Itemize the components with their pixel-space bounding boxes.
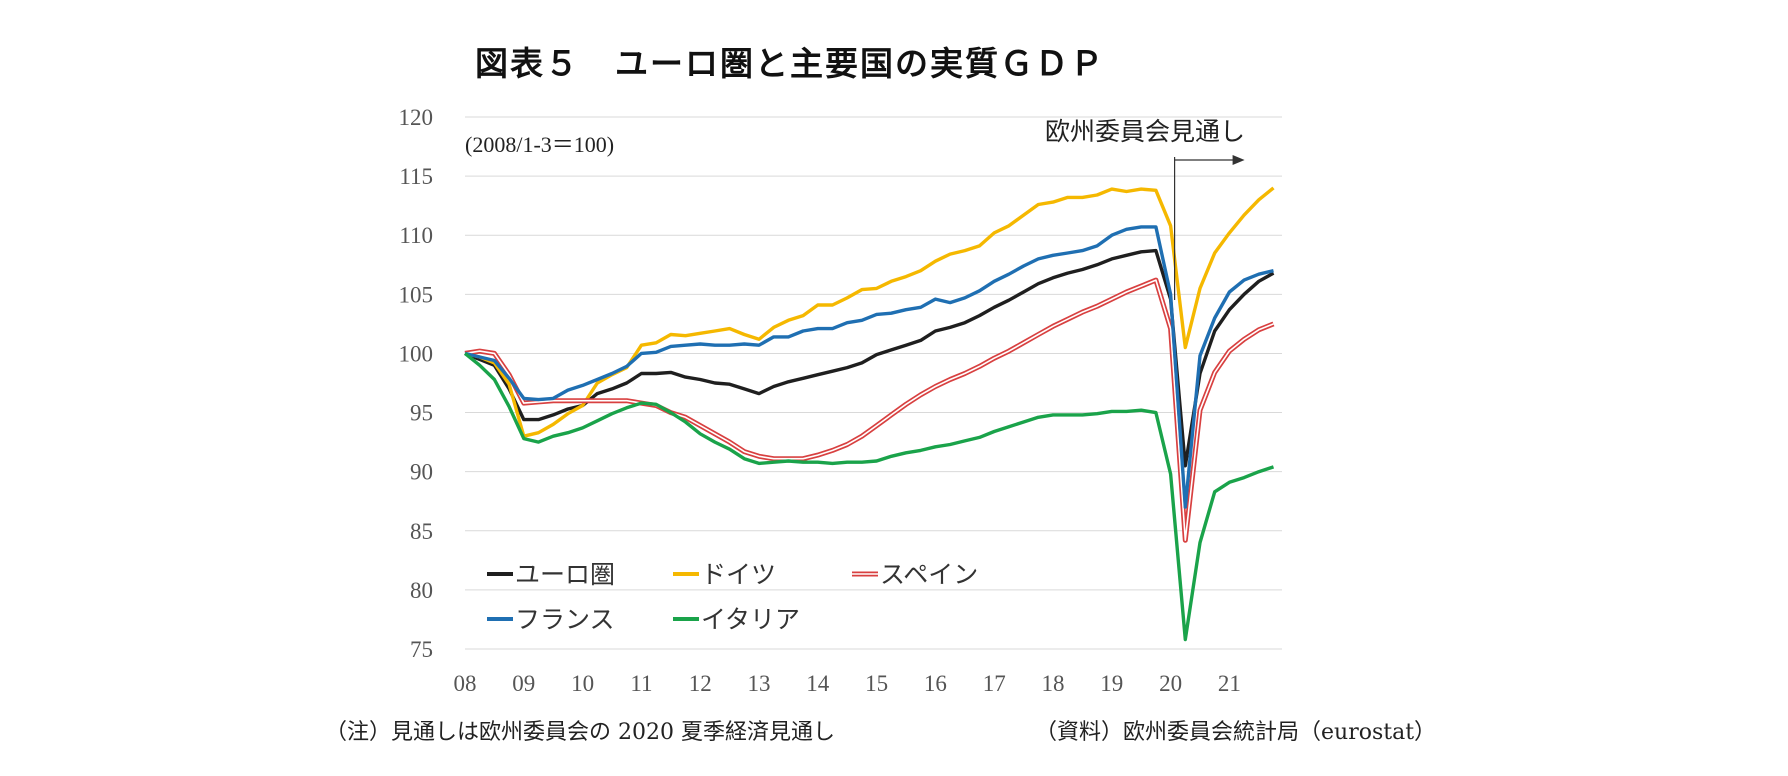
x-tick-label: 21	[1218, 671, 1241, 696]
y-tick-label: 115	[399, 164, 433, 189]
series-line-1	[464, 186, 1275, 438]
y-tick-label: 85	[410, 519, 433, 544]
y-tick-label: 120	[399, 105, 434, 130]
x-tick-label: 11	[630, 671, 652, 696]
legend-label: ユーロ圏	[515, 560, 615, 589]
series-lines	[463, 186, 1275, 642]
legend-label: フランス	[515, 605, 615, 634]
x-tick-label: 10	[571, 671, 594, 696]
x-tick-label: 17	[983, 671, 1006, 696]
x-tick-label: 18	[1042, 671, 1065, 696]
forecast-annotation-label: 欧州委員会見通し	[1045, 117, 1245, 146]
x-tick-label: 19	[1100, 671, 1123, 696]
x-tick-label: 14	[806, 671, 830, 696]
footnote-source: （資料）欧州委員会統計局（eurostat）	[1035, 720, 1436, 745]
x-tick-label: 13	[748, 671, 771, 696]
x-tick-label: 08	[454, 671, 477, 696]
chart-title: 図表５ ユーロ圏と主要国の実質ＧＤＰ	[475, 44, 1105, 83]
x-tick-label: 16	[924, 671, 947, 696]
series-line-4	[463, 352, 1275, 642]
y-tick-label: 105	[399, 282, 434, 307]
x-tick-label: 09	[512, 671, 535, 696]
series-line-spain	[464, 279, 1274, 542]
x-tick-label: 12	[689, 671, 712, 696]
y-tick-label: 80	[410, 578, 433, 603]
y-axis-tick-labels: 75 80 85 90 95 100 105 110 115 120	[399, 105, 434, 662]
y-tick-label: 100	[399, 341, 434, 366]
footnote-note: （注）見通しは欧州委員会の 2020 夏季経済見通し	[325, 720, 835, 745]
legend-label: イタリア	[701, 605, 800, 634]
y-tick-label: 95	[410, 401, 433, 426]
x-tick-label: 20	[1159, 671, 1182, 696]
forecast-annotation: 欧州委員会見通し	[1045, 117, 1245, 300]
gridlines	[465, 116, 1282, 650]
series-line-0	[464, 248, 1275, 468]
x-tick-label: 15	[865, 671, 888, 696]
unit-label: (2008/1-3＝100)	[465, 132, 614, 157]
legend-label: スペイン	[880, 560, 978, 589]
forecast-arrow-head	[1232, 155, 1245, 165]
legend-label: ドイツ	[701, 560, 776, 589]
y-tick-label: 75	[410, 637, 433, 662]
y-tick-label: 110	[399, 223, 433, 248]
y-tick-label: 90	[410, 460, 433, 485]
x-axis-tick-labels: 08 09 10 11 12 13 14 15 16 17 18 19 20 21	[454, 671, 1241, 696]
series-line-3	[464, 225, 1274, 509]
